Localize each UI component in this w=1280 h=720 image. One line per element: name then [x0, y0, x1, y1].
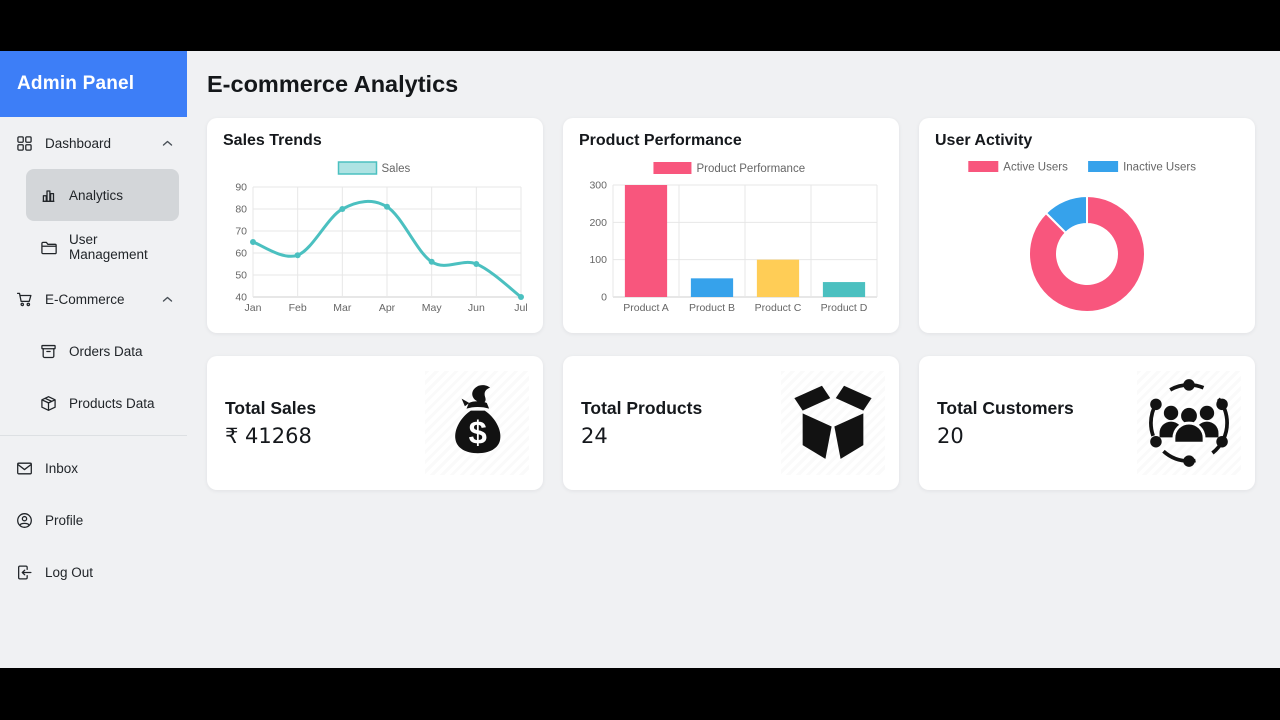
sidebar-item-logout[interactable]: Log Out [0, 546, 187, 598]
stat-value: 24 [581, 424, 608, 448]
money-bag-icon: $ [425, 371, 529, 475]
brand-header: Admin Panel [0, 51, 187, 117]
sales-trends-card: Sales Trends Sales 40 50 60 70 80 90 Jan Feb Mar A… [207, 118, 543, 333]
sidebar-item-analytics[interactable]: Analytics [26, 169, 179, 221]
sidebar-item-inbox[interactable]: Inbox [0, 442, 187, 494]
sidebar-item-label: User Management [69, 232, 148, 262]
sidebar-item-label: Dashboard [45, 135, 112, 151]
letterbox-bottom [0, 668, 1280, 720]
card-title: Sales Trends [223, 132, 322, 149]
sidebar-item-label: Analytics [69, 187, 124, 203]
svg-text:$: $ [469, 414, 487, 451]
app-window: Admin Panel Dashboard Analytics [0, 51, 1280, 668]
total-sales-card: Total Sales ₹ 41268 $ [207, 356, 543, 490]
svg-text:Sales: Sales [382, 163, 411, 175]
svg-text:Apr: Apr [379, 302, 396, 314]
product-performance-card: Product Performance Product Performance 0… [563, 118, 899, 333]
archive-box-icon [40, 343, 57, 360]
main-content: E-commerce Analytics Sales Trends Sales 4… [187, 51, 1280, 668]
sidebar-item-label: Inbox [45, 460, 79, 476]
sidebar-item-label: Log Out [45, 564, 94, 580]
total-customers-card: Total Customers 20 [919, 356, 1255, 490]
sidebar-item-label: Profile [45, 512, 84, 528]
svg-text:Product A: Product A [623, 302, 669, 314]
svg-text:0: 0 [601, 292, 607, 304]
svg-text:Feb: Feb [289, 302, 307, 314]
svg-text:Product D: Product D [821, 302, 868, 314]
sidebar-item-ecommerce[interactable]: E-Commerce [0, 273, 187, 325]
svg-text:60: 60 [235, 248, 247, 260]
stat-label: Total Products [581, 398, 703, 418]
sidebar-item-label: E-Commerce [45, 291, 125, 307]
svg-text:Product Performance: Product Performance [696, 163, 805, 175]
card-title: User Activity [935, 132, 1033, 149]
svg-text:Inactive Users: Inactive Users [1123, 162, 1196, 174]
user-activity-card: User Activity Active Users Inactive Users [919, 118, 1255, 333]
sidebar-item-label: Orders Data [69, 343, 143, 359]
svg-text:Jul: Jul [514, 302, 527, 314]
charts-row: Sales Trends Sales 40 50 60 70 80 90 Jan Feb Mar A… [207, 118, 1255, 333]
product-performance-chart[interactable]: Product Performance 0 100 200 300 Product A Pr… [579, 153, 883, 319]
letterbox-top [0, 0, 1280, 51]
svg-text:200: 200 [589, 217, 607, 229]
open-box-icon [781, 371, 885, 475]
envelope-icon [16, 460, 33, 477]
sidebar-item-dashboard[interactable]: Dashboard [0, 117, 187, 169]
chevron-up-icon [162, 140, 173, 147]
person-circle-icon [16, 512, 33, 529]
bar-chart-icon [40, 187, 57, 204]
sidebar: Admin Panel Dashboard Analytics [0, 51, 187, 668]
sidebar-item-products-data[interactable]: Products Data [26, 377, 179, 429]
sidebar-item-label: Products Data [69, 395, 155, 411]
stat-label: Total Sales [225, 398, 317, 418]
sales-trends-chart[interactable]: Sales 40 50 60 70 80 90 Jan Feb Mar Apr May Jun Jul [223, 153, 527, 319]
logout-icon [16, 564, 33, 581]
chevron-up-icon [162, 296, 173, 303]
cart-icon [16, 291, 33, 308]
sidebar-item-profile[interactable]: Profile [0, 494, 187, 546]
svg-text:Jun: Jun [468, 302, 485, 314]
svg-text:40: 40 [235, 292, 247, 304]
svg-text:May: May [422, 302, 443, 314]
sidebar-item-orders-data[interactable]: Orders Data [26, 325, 179, 377]
stats-row: Total Sales ₹ 41268 $ Total Products [207, 356, 1255, 490]
total-products-card: Total Products 24 [563, 356, 899, 490]
sidebar-item-user-management[interactable]: User Management [26, 221, 179, 273]
svg-text:Product C: Product C [755, 302, 802, 314]
customers-network-icon [1137, 371, 1241, 475]
svg-text:Jan: Jan [245, 302, 262, 314]
user-activity-chart[interactable]: Active Users Inactive Users [935, 153, 1239, 319]
stat-value: ₹ 41268 [225, 424, 312, 448]
svg-text:80: 80 [235, 204, 247, 216]
svg-text:50: 50 [235, 270, 247, 282]
svg-text:90: 90 [235, 182, 247, 194]
svg-text:Mar: Mar [333, 302, 352, 314]
grid-icon [16, 135, 33, 152]
folder-icon [40, 239, 57, 256]
svg-text:300: 300 [589, 180, 607, 192]
stat-value: 20 [937, 424, 964, 448]
svg-text:Product B: Product B [689, 302, 735, 314]
sidebar-menu: Dashboard Analytics User Management [0, 117, 187, 598]
svg-text:70: 70 [235, 226, 247, 238]
page-title: E-commerce Analytics [207, 71, 459, 97]
svg-text:Active Users: Active Users [1003, 162, 1068, 174]
stat-label: Total Customers [937, 398, 1074, 418]
svg-text:100: 100 [589, 254, 607, 266]
card-title: Product Performance [579, 132, 742, 149]
sidebar-divider [0, 435, 187, 436]
package-icon [40, 395, 57, 412]
